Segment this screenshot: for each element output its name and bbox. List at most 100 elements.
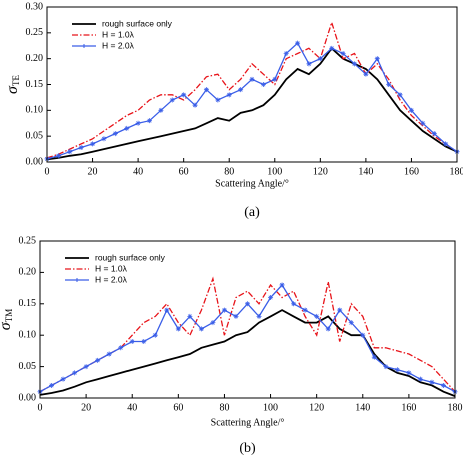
marker: [408, 107, 414, 113]
x-axis-label: Scattering Angle/°: [211, 417, 285, 428]
series-line: [39, 283, 456, 393]
marker: [49, 382, 55, 388]
x-tick-label: 60: [179, 166, 189, 177]
marker: [233, 313, 239, 319]
legend-label: H = 1.0λ: [102, 29, 135, 39]
series-line: [39, 276, 456, 393]
marker: [83, 364, 89, 370]
marker: [291, 301, 297, 307]
x-tick-label: 60: [173, 402, 183, 413]
marker: [210, 320, 216, 326]
y-tick-label: 0.25: [19, 235, 37, 246]
marker: [406, 370, 412, 376]
plot-frame: [39, 240, 456, 399]
marker: [198, 326, 204, 332]
marker: [249, 76, 255, 82]
marker: [112, 131, 118, 137]
marker: [147, 118, 152, 124]
marker: [325, 326, 331, 332]
x-tick-label: 160: [404, 166, 419, 177]
marker: [314, 313, 320, 319]
series-line: [46, 42, 458, 160]
legend-label: H = 2.0λ: [102, 40, 135, 50]
y-tick-label: 0.25: [26, 27, 44, 38]
marker: [360, 332, 366, 338]
marker: [72, 370, 78, 376]
marker: [60, 376, 66, 382]
marker: [221, 307, 227, 313]
y-tick-label: 0.20: [26, 53, 44, 64]
y-tick-label: 0.15: [19, 298, 37, 309]
marker: [169, 97, 175, 103]
marker: [363, 71, 369, 77]
legend-marker: [75, 278, 79, 282]
marker: [135, 120, 141, 126]
x-tick-label: 180: [450, 166, 463, 177]
marker: [256, 313, 262, 319]
x-tick-label: 80: [219, 402, 229, 413]
caption: (a): [244, 205, 260, 220]
marker: [118, 345, 124, 351]
marker: [260, 82, 266, 87]
caption: (b): [239, 441, 256, 456]
marker: [272, 76, 278, 82]
y-axis-label: σTM: [0, 309, 14, 330]
x-tick-label: 160: [401, 402, 416, 413]
marker: [78, 145, 84, 151]
y-tick-label: 0.20: [19, 267, 37, 278]
marker: [129, 338, 135, 344]
y-tick-label: 0.10: [26, 105, 44, 116]
marker: [340, 51, 346, 56]
y-label-main: σ: [4, 85, 21, 94]
marker: [268, 295, 274, 301]
marker: [164, 307, 170, 313]
marker: [152, 332, 158, 338]
x-tick-label: 140: [358, 166, 373, 177]
x-tick-label: 180: [448, 402, 463, 413]
marker: [386, 82, 392, 87]
x-tick-label: 20: [88, 166, 98, 177]
marker: [67, 149, 73, 155]
marker: [187, 313, 193, 319]
marker: [215, 97, 221, 103]
x-tick-label: 40: [127, 402, 137, 413]
marker: [374, 56, 380, 62]
marker: [420, 120, 426, 126]
marker: [90, 141, 96, 147]
marker: [329, 45, 335, 51]
marker: [317, 56, 323, 62]
y-label-sub: TE: [11, 75, 21, 86]
marker: [279, 282, 285, 288]
marker: [383, 364, 389, 370]
marker: [181, 92, 187, 98]
series-line: [46, 20, 458, 159]
legend-label: rough surface only: [95, 252, 166, 262]
marker: [124, 125, 130, 131]
y-axis-label: σTE: [4, 75, 21, 94]
y-tick-label: 0.00: [26, 156, 44, 167]
y-tick-label: 0.05: [19, 361, 37, 372]
marker: [417, 376, 423, 382]
marker: [431, 131, 437, 137]
marker: [306, 61, 312, 67]
series-line: [46, 46, 458, 161]
y-tick-label: 0.05: [26, 130, 44, 141]
x-tick-label: 100: [267, 166, 282, 177]
x-tick-label: 80: [224, 166, 234, 177]
y-label-main: σ: [0, 321, 14, 330]
legend-label: H = 1.0λ: [95, 263, 128, 273]
marker: [226, 92, 232, 98]
x-tick-label: 0: [38, 402, 43, 413]
chart: 0.00 0.05 0.10 0.15 0.20 0.25 0.30 0 20 40 60 80 100…: [4, 1, 463, 220]
y-tick-label: 0.10: [19, 329, 37, 340]
x-tick-label: 20: [81, 402, 91, 413]
marker: [95, 357, 101, 363]
legend-label: H = 2.0λ: [95, 274, 128, 284]
y-label-sub: TM: [4, 309, 14, 323]
marker: [175, 326, 181, 332]
marker: [141, 338, 147, 344]
plot-frame: [46, 6, 458, 163]
marker: [55, 153, 61, 159]
marker: [440, 382, 446, 388]
